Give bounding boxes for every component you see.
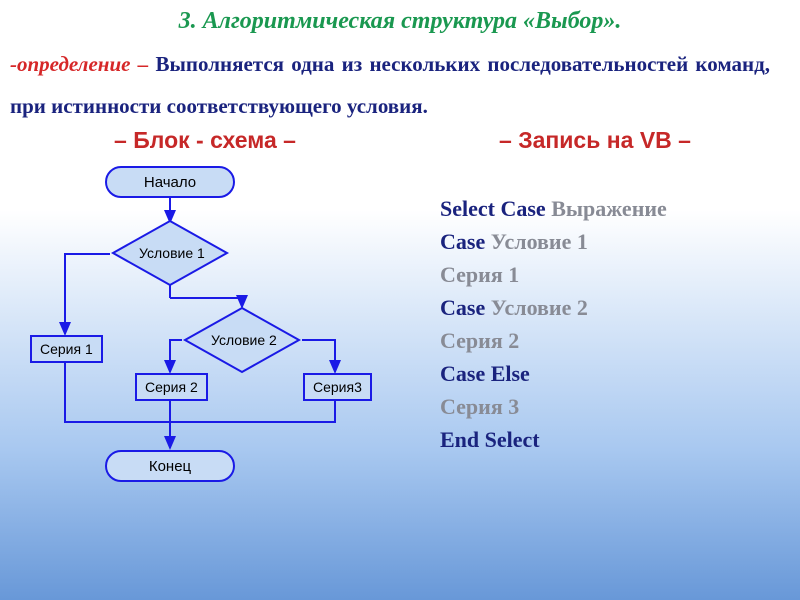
code-column: – Запись на VB – Select Case ВыражениеCa… [400,127,790,492]
flow-cond1: Условие 1 [125,218,215,288]
code-line: Серия 2 [440,324,790,357]
code-keyword: Case [440,229,491,254]
flow-start: Начало [105,166,235,198]
code-line: Case Else [440,357,790,390]
code-keyword: Select Case [440,196,551,221]
code-keyword: Case [440,295,491,320]
flow-cond2: Условие 2 [197,305,287,375]
code-line: Select Case Выражение [440,192,790,225]
definition-prefix: -определение – [10,52,148,76]
code-variable: Выражение [551,196,667,221]
code-line: Серия 1 [440,258,790,291]
flow-series1: Серия 1 [30,335,103,363]
code-line: End Select [440,423,790,456]
code-keyword: End Select [440,427,540,452]
code-line: Case Условие 1 [440,225,790,258]
flow-series3: Серия3 [303,373,372,401]
code-variable: Серия 3 [440,394,519,419]
code-variable: Условие 1 [491,229,588,254]
code-variable: Серия 1 [440,262,519,287]
flow-end: Конец [105,450,235,482]
code-keyword: Case Else [440,361,530,386]
code-line: Серия 3 [440,390,790,423]
flowchart: Начало Условие 1 Условие 2 Серия 1 Серия… [10,162,390,492]
code-variable: Серия 2 [440,328,519,353]
flowchart-column: – Блок - схема – [10,127,400,492]
page-title: 3. Алгоритмическая структура «Выбор». [0,0,800,39]
flow-series2: Серия 2 [135,373,208,401]
code-line: Case Условие 2 [440,291,790,324]
definition-text: -определение – Выполняется одна из неско… [0,39,800,127]
flowchart-header: – Блок - схема – [10,127,400,154]
code-variable: Условие 2 [491,295,588,320]
code-header: – Запись на VB – [400,127,790,154]
code-listing: Select Case ВыражениеCase Условие 1Серия… [400,162,790,456]
